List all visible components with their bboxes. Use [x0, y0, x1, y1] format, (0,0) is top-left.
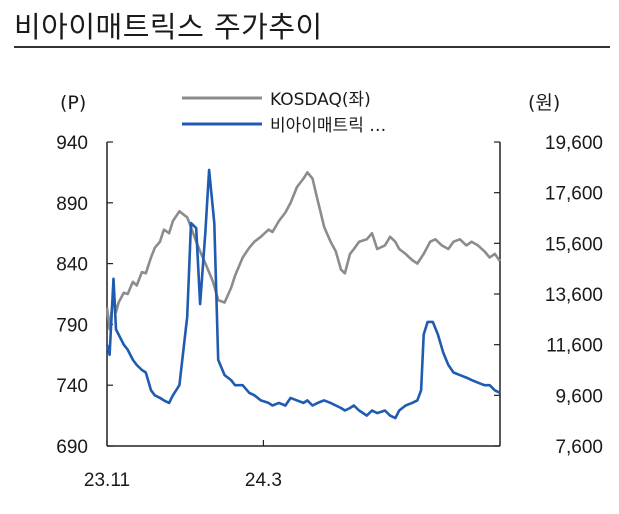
x-tick-label: 23.11 — [84, 470, 130, 491]
title-underline — [14, 46, 610, 48]
right-tick-label: 13,600 — [545, 285, 603, 306]
right-tick-label: 17,600 — [545, 184, 603, 205]
right-tick-label: 15,600 — [545, 234, 603, 255]
left-tick-label: 790 — [56, 315, 88, 336]
left-tick-label: 890 — [56, 194, 88, 215]
right-tick-label: 9,600 — [555, 386, 603, 407]
kosdaq-series-line — [105, 171, 502, 331]
right-tick-label: 11,600 — [546, 336, 603, 357]
bimatrix-series-line — [105, 168, 501, 420]
legend-label-kosdaq: KOSDAQ(좌) — [270, 90, 371, 110]
left-tick-label: 940 — [56, 133, 88, 154]
left-tick-label: 690 — [56, 437, 88, 458]
legend: KOSDAQ(좌) 비아이매트릭 … — [182, 90, 386, 136]
left-tick-label: 840 — [56, 255, 88, 276]
right-axis-unit: (원) — [528, 92, 560, 114]
right-tick-label: 19,600 — [545, 133, 603, 154]
legend-label-bimatrix: 비아이매트릭 … — [270, 116, 386, 136]
right-tick-label: 7,600 — [555, 437, 603, 458]
left-axis-unit: (P) — [60, 92, 86, 114]
x-tick-label: 24.3 — [245, 470, 282, 491]
chart-title: 비아이매트릭스 주가추이 — [14, 10, 323, 44]
left-tick-label: 740 — [56, 376, 88, 397]
